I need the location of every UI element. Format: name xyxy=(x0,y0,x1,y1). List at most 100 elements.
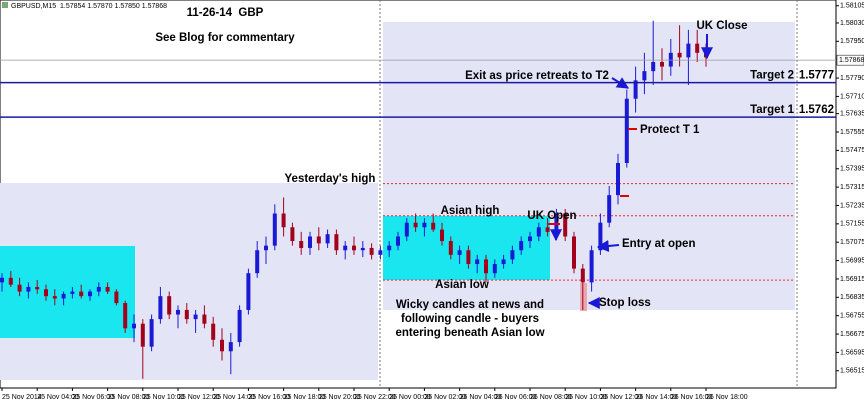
candle-body xyxy=(316,236,321,244)
candle-body xyxy=(563,213,568,237)
candle-body xyxy=(510,250,515,260)
x-tick-label: 26 Nov 04:00 xyxy=(460,394,502,401)
candle-body xyxy=(158,296,163,320)
candle-body xyxy=(616,163,620,196)
y-tick-label: 1.57075 xyxy=(840,239,864,246)
x-tick-label: 26 Nov 00:00 xyxy=(389,394,431,401)
candle-body xyxy=(70,291,75,294)
y-tick-label: 1.57710 xyxy=(840,93,864,100)
candle-body xyxy=(413,222,418,228)
x-tick-label: 25 Nov 08:00 xyxy=(108,394,150,401)
x-tick-label: 25 Nov 20:00 xyxy=(319,394,361,401)
annotation: following candle - buyers xyxy=(401,313,539,325)
candle-body xyxy=(0,277,4,283)
candle-body xyxy=(228,342,233,352)
candle-body xyxy=(281,213,286,228)
y-tick-label: 1.57555 xyxy=(840,129,864,136)
candle-body xyxy=(184,309,189,320)
target-name: Target 2 xyxy=(750,70,794,82)
annotation: Protect T 1 xyxy=(640,124,700,136)
y-tick-label: 1.57155 xyxy=(840,221,864,228)
candle-body xyxy=(651,61,656,72)
x-tick-label: 25 Nov 06:00 xyxy=(72,394,114,401)
candle-body xyxy=(686,43,691,58)
x-tick-label: 26 Nov 08:00 xyxy=(530,394,572,401)
candle-body xyxy=(193,314,198,320)
candle-body xyxy=(589,250,594,283)
candle-body xyxy=(202,314,207,324)
annotation: entering beneath Asian low xyxy=(395,327,544,339)
annotation: Yesterday's high xyxy=(285,173,376,185)
y-tick-label: 1.58030 xyxy=(840,20,864,27)
candle-body xyxy=(176,309,180,315)
candle-body xyxy=(105,286,110,292)
stop-marks xyxy=(548,128,637,225)
y-tick-label: 1.56995 xyxy=(840,257,864,264)
icon xyxy=(2,2,8,8)
y-tick-label: 1.57395 xyxy=(840,166,864,173)
candle-body xyxy=(545,227,550,232)
candle-body xyxy=(642,71,647,81)
candle-body xyxy=(35,286,40,290)
candle-body xyxy=(431,222,436,230)
candle-body xyxy=(387,245,392,251)
candle-body xyxy=(325,234,330,244)
annotation: Exit as price retreats to T2 xyxy=(465,70,609,82)
candle-body xyxy=(52,296,57,299)
candle-body xyxy=(255,250,260,274)
x-tick-label: 25 Nov 16:00 xyxy=(248,394,290,401)
candle-body xyxy=(369,247,374,255)
x-tick-label: 26 Nov 14:00 xyxy=(636,394,678,401)
candle-body xyxy=(343,245,348,251)
chart-subtitle: See Blog for commentary xyxy=(155,32,295,44)
x-tick-label: 26 Nov 16:00 xyxy=(671,394,713,401)
candle-body xyxy=(501,259,506,265)
candle-body xyxy=(396,236,400,246)
candle-body xyxy=(123,303,128,329)
x-tick-label: 25 Nov 2014 xyxy=(2,394,42,401)
candle-body xyxy=(299,241,304,248)
candle-body xyxy=(624,98,629,164)
candle-body xyxy=(404,222,409,237)
candle-body xyxy=(8,277,13,285)
asian-box xyxy=(0,246,135,338)
y-tick-label: 1.57315 xyxy=(840,184,864,191)
candle-body xyxy=(149,319,154,347)
candle-body xyxy=(448,241,453,255)
candle-body xyxy=(272,213,277,246)
candle-body xyxy=(484,259,488,274)
highlight xyxy=(580,283,587,311)
y-tick-label: 1.56835 xyxy=(840,294,864,301)
candle-body xyxy=(290,227,295,242)
y-tick-label: 1.56595 xyxy=(840,349,864,356)
y-tick-label: 1.57790 xyxy=(840,75,864,82)
candle-body xyxy=(140,323,145,347)
current-price-box xyxy=(836,54,864,66)
y-tick-label: 1.58105 xyxy=(840,3,864,10)
candle-body xyxy=(528,236,532,242)
x-tick-label: 25 Nov 04:00 xyxy=(37,394,79,401)
candle-body xyxy=(519,241,524,251)
candle-body xyxy=(79,291,84,297)
annotation: UK Open xyxy=(527,210,576,222)
candle-body xyxy=(96,286,101,292)
candle-body xyxy=(132,323,136,329)
candle-body xyxy=(466,250,471,265)
candle-body xyxy=(572,236,576,269)
x-tick-label: 26 Nov 12:00 xyxy=(600,394,642,401)
candle-body xyxy=(61,293,66,299)
candle-body xyxy=(360,247,365,251)
annotation: UK Close xyxy=(696,20,747,32)
y-tick-label: 1.57635 xyxy=(840,110,864,117)
annotation: Asian low xyxy=(435,279,489,291)
annotation: Stop loss xyxy=(599,297,651,309)
candle-body xyxy=(246,273,251,310)
candle-body xyxy=(660,61,664,67)
y-tick-label: 1.56515 xyxy=(840,368,864,375)
candle-body xyxy=(44,289,48,297)
x-tick-label: 26 Nov 18:00 xyxy=(706,394,748,401)
y-tick-label: 1.56915 xyxy=(840,276,864,283)
marks xyxy=(0,20,795,379)
x-tick-label: 25 Nov 10:00 xyxy=(143,394,185,401)
info-bar: GBPUSD,M15 1.57854 1.57870 1.57850 1.578… xyxy=(11,3,167,10)
